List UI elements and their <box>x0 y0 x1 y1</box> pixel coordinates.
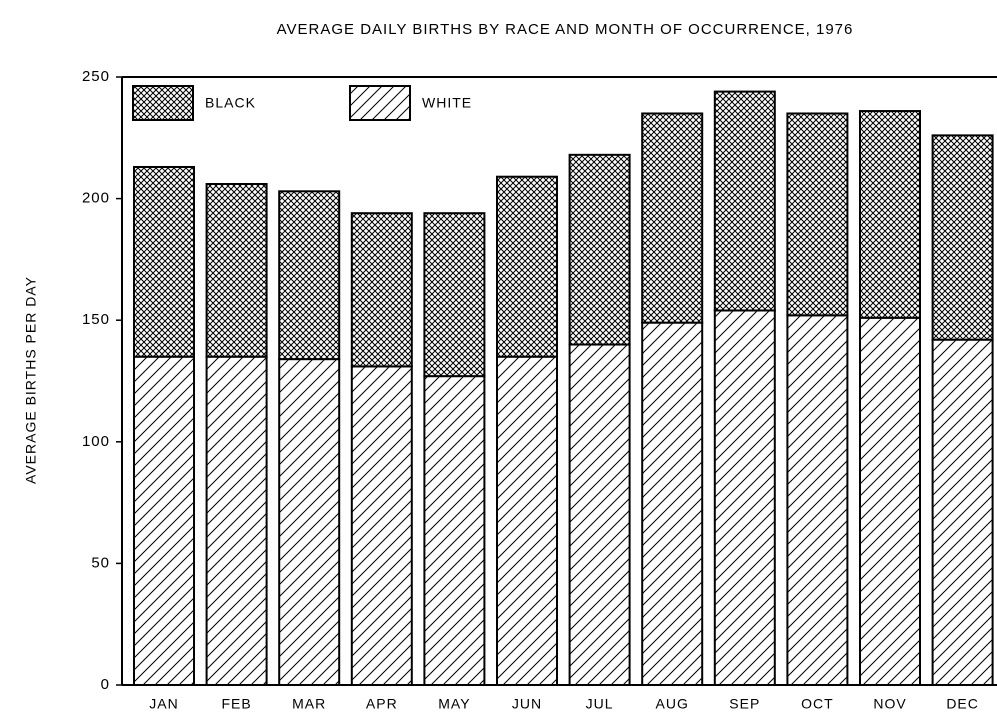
legend-swatch <box>349 85 411 121</box>
legend-label: WHITE <box>422 95 472 111</box>
legend-label: BLACK <box>205 95 256 111</box>
y-tick-label: 250 <box>82 68 110 85</box>
y-tick-label: 50 <box>91 554 110 571</box>
bar-segment <box>786 112 849 317</box>
bar-segment <box>931 338 994 686</box>
y-tick-label: 200 <box>82 190 110 207</box>
x-tick-label: APR <box>366 696 398 712</box>
x-tick-label: OCT <box>801 696 834 712</box>
legend-swatch <box>132 85 194 121</box>
x-tick-label: DEC <box>946 696 979 712</box>
bar-segment <box>423 212 486 378</box>
bar-segment <box>496 175 558 358</box>
x-tick-label: SEP <box>729 696 760 712</box>
bar-segment <box>859 316 921 686</box>
x-tick-label: JUN <box>512 696 542 712</box>
y-tick-label: 150 <box>82 311 110 328</box>
bar-segment <box>859 110 921 319</box>
bar-segment <box>786 314 849 686</box>
x-tick-label: JAN <box>149 696 178 712</box>
x-tick-label: JUL <box>586 696 614 712</box>
bar-segment <box>641 112 704 324</box>
bar-segment <box>205 355 268 686</box>
x-tick-label: AUG <box>656 696 689 712</box>
bar-segment <box>423 375 486 686</box>
bar-segment <box>350 212 413 368</box>
x-tick-label: NOV <box>873 696 906 712</box>
bar-segment <box>133 355 195 686</box>
y-tick-label: 100 <box>82 433 110 450</box>
bar-segment <box>568 343 631 686</box>
y-tick-label: 0 <box>101 676 110 693</box>
bar-segment <box>568 153 631 346</box>
y-axis-label: AVERAGE BIRTHS PER DAY <box>23 276 39 484</box>
bar-segment <box>713 309 776 686</box>
bar-segment <box>931 134 994 341</box>
bar-segment <box>205 183 268 358</box>
bar-segment <box>496 355 558 686</box>
bar-segment <box>713 90 776 312</box>
bar-segment <box>641 321 704 686</box>
bar-segment <box>350 365 413 686</box>
x-tick-label: MAR <box>292 696 326 712</box>
x-tick-label: MAY <box>438 696 470 712</box>
bar-segment <box>278 358 341 686</box>
bar-segment <box>133 165 195 358</box>
x-tick-label: FEB <box>221 696 251 712</box>
bar-segment <box>278 190 341 361</box>
chart-title: AVERAGE DAILY BIRTHS BY RACE AND MONTH O… <box>277 21 854 38</box>
